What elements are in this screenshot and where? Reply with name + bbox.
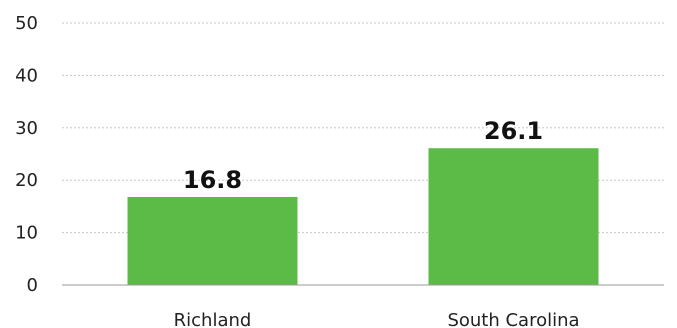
- y-tick-label: 40: [15, 65, 38, 86]
- y-tick-label: 50: [15, 13, 38, 34]
- y-tick-label: 30: [15, 118, 38, 139]
- x-axis-category-labels: Richland South Carolina: [174, 310, 580, 328]
- y-tick-label: 10: [15, 223, 38, 244]
- bar-south-carolina: [428, 148, 599, 285]
- x-category-label: South Carolina: [447, 310, 579, 328]
- y-tick-label: 0: [27, 275, 38, 296]
- y-axis-tick-labels: 0 10 20 30 40 50: [15, 13, 38, 296]
- data-label: 16.8: [183, 166, 242, 194]
- data-label: 26.1: [484, 117, 543, 145]
- y-tick-label: 20: [15, 170, 38, 191]
- bar-richland: [127, 196, 298, 285]
- bars: [127, 148, 599, 285]
- data-labels: 16.8 26.1: [183, 117, 543, 194]
- x-category-label: Richland: [174, 310, 252, 328]
